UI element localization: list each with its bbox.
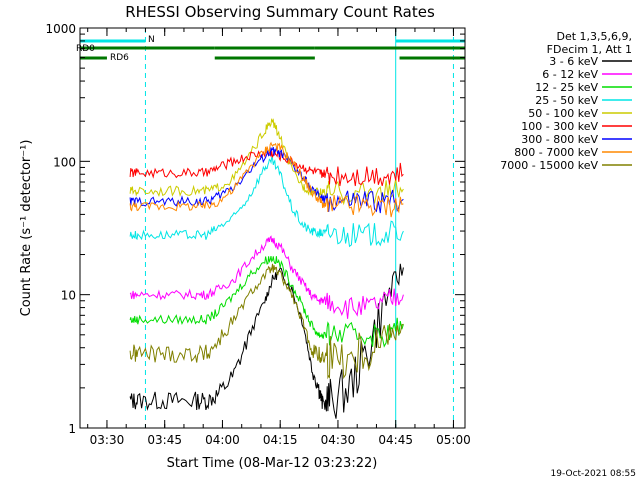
timestamp: 19-Oct-2021 08:55	[551, 469, 636, 479]
x-axis-label: Start Time (08-Mar-12 03:23:22)	[167, 456, 378, 471]
series-line-7	[129, 141, 404, 218]
legend: Det 1,3,5,6,9,FDecim 1, Att 13 - 6 keV6 …	[500, 30, 632, 172]
y-axis-label: Count Rate (s⁻¹ detector⁻¹)	[19, 140, 34, 317]
plot-area: N RD0 RD6	[76, 28, 465, 428]
legend-label: 12 - 25 keV	[535, 81, 598, 94]
y-tick-label: 1000	[45, 22, 76, 36]
y-tick-label: 1	[68, 422, 76, 436]
y-axis: 1 10 100 1000	[45, 22, 465, 436]
legend-label: 6 - 12 keV	[542, 68, 598, 81]
legend-label: 3 - 6 keV	[549, 55, 598, 68]
series-line-4	[129, 118, 404, 206]
x-tick-label: 04:00	[205, 433, 240, 447]
legend-header: Det 1,3,5,6,9,	[556, 30, 632, 43]
legend-label: 800 - 7000 keV	[514, 146, 598, 159]
x-axis: 03:30 03:45 04:00 04:15 04:30 04:45 05:00	[87, 28, 471, 447]
annotation-rd6: RD6	[110, 53, 129, 63]
legend-label: 7000 - 15000 keV	[500, 159, 598, 172]
annotation-n: N	[148, 35, 155, 45]
x-tick-label: 03:45	[147, 433, 182, 447]
legend-label: 100 - 300 keV	[521, 120, 598, 133]
series-line-2	[129, 255, 404, 348]
chart-title: RHESSI Observing Summary Count Rates	[125, 3, 435, 21]
x-tick-label: 04:30	[321, 433, 356, 447]
x-tick-label: 03:30	[90, 433, 125, 447]
x-tick-label: 05:00	[436, 433, 471, 447]
x-tick-label: 04:15	[263, 433, 298, 447]
series-line-3	[129, 156, 404, 248]
legend-header: FDecim 1, Att 1	[547, 43, 632, 56]
x-tick-label: 04:45	[378, 433, 413, 447]
legend-label: 300 - 800 keV	[521, 133, 598, 146]
legend-label: 25 - 50 keV	[535, 94, 598, 107]
annotation-rd0: RD0	[76, 44, 95, 54]
series-line-8	[129, 263, 404, 380]
y-tick-label: 10	[61, 289, 76, 303]
series-line-0	[129, 263, 404, 419]
series-line-5	[129, 149, 404, 187]
series-line-1	[129, 235, 404, 319]
y-tick-label: 100	[53, 155, 76, 169]
legend-label: 50 - 100 keV	[528, 107, 598, 120]
plot-frame	[79, 27, 466, 429]
